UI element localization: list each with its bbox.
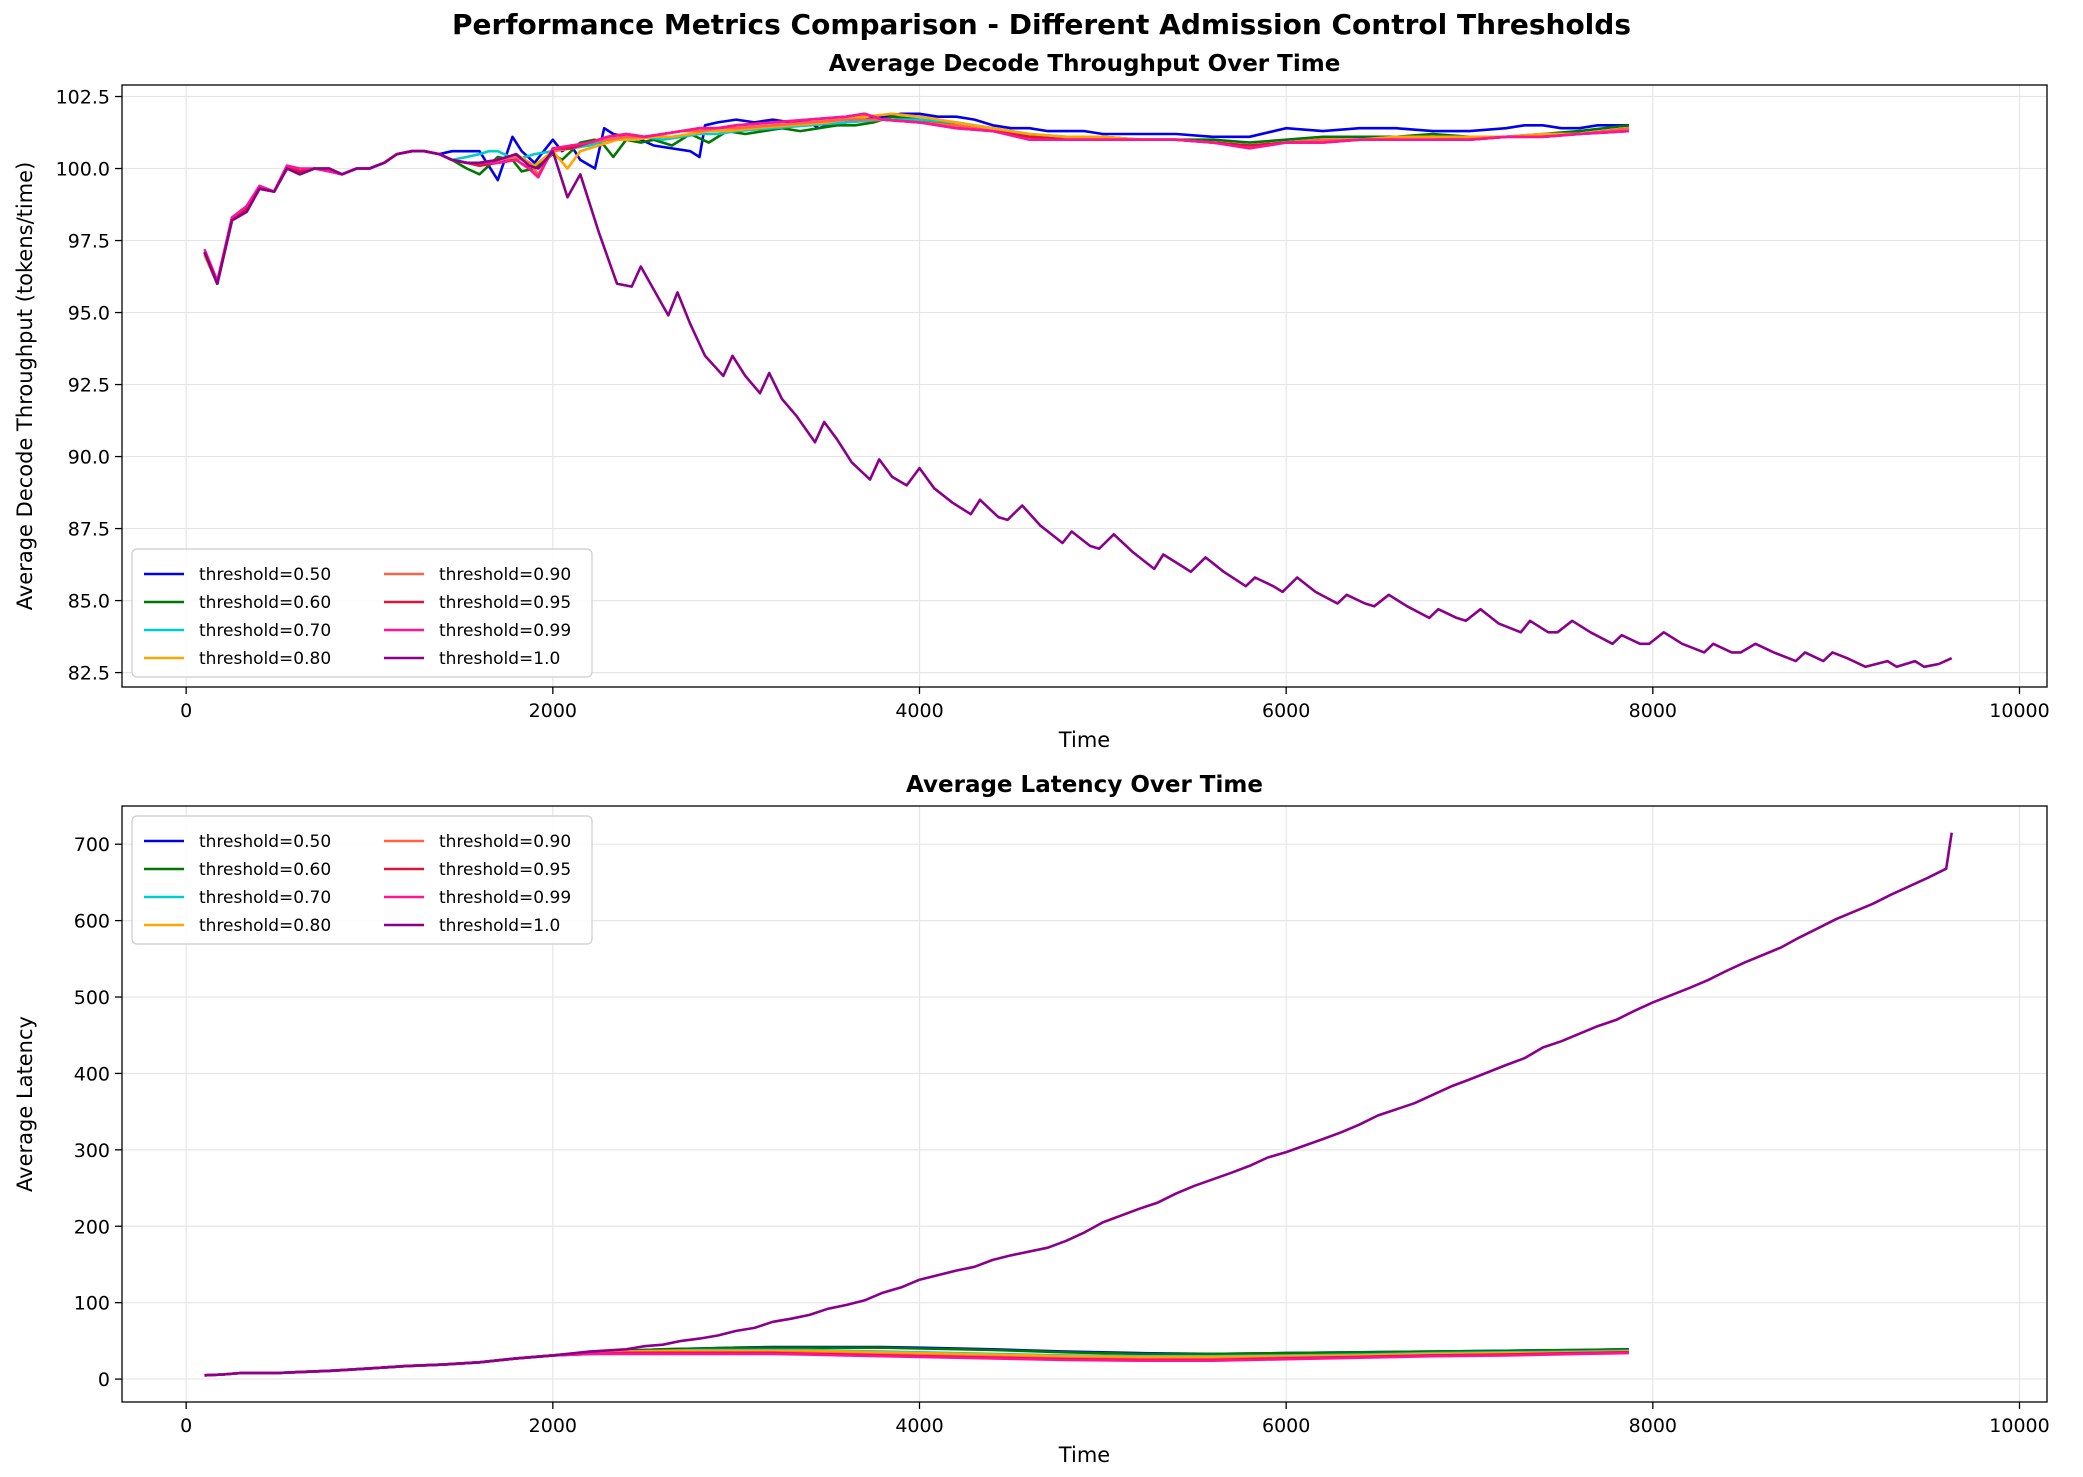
legend-entry: threshold=0.95 [439, 593, 571, 613]
series-line-threshold-1.0 [203, 149, 1953, 669]
series-line-threshold-1.0 [204, 832, 1953, 1377]
x-tick-label: 0 [180, 700, 192, 722]
legend-entry: threshold=0.90 [439, 565, 571, 585]
x-tick-label: 2000 [529, 1415, 577, 1437]
legend: threshold=0.50 threshold=0.60 threshold=0.… [131, 548, 593, 678]
legend-entry: threshold=0.60 [199, 593, 331, 613]
series-lines [204, 832, 1953, 1377]
subplot-title: Average Latency Over Time [906, 772, 1263, 798]
x-tick-label: 8000 [1629, 1415, 1677, 1437]
legend-entry: threshold=0.60 [199, 860, 331, 880]
legend-entry: threshold=0.90 [439, 832, 571, 852]
x-tick-label: 8000 [1629, 700, 1677, 722]
y-tick-label: 102.5 [56, 87, 110, 109]
x-tick-label: 2000 [529, 700, 577, 722]
x-axis-label: Time [1058, 728, 1110, 752]
x-tick-label: 4000 [895, 1415, 943, 1437]
x-tick-label: 6000 [1262, 700, 1310, 722]
x-tick-label: 0 [180, 1415, 192, 1437]
figure-title: Performance Metrics Comparison - Differe… [452, 8, 1631, 41]
y-tick-label: 92.5 [68, 375, 110, 397]
y-tick-label: 95.0 [68, 303, 110, 325]
y-axis-label: Average Latency [13, 1016, 37, 1192]
x-tick-label: 10000 [1989, 1415, 2049, 1437]
subplot-2: 0 2000 4000 6000 8000 10000 0 100 200 300 400 500 60… [13, 772, 2050, 1467]
subplot-title: Average Decode Throughput Over Time [829, 51, 1341, 77]
y-tick-label: 82.5 [68, 663, 110, 685]
axes-frame [121, 84, 2048, 688]
y-axis-label: Average Decode Throughput (tokens/time) [13, 162, 37, 611]
y-tick-label: 97.5 [68, 231, 110, 253]
subplot-1: 0 2000 4000 6000 8000 10000 82.5 85.0 87.5 90.0 92… [13, 51, 2050, 752]
legend-entry: threshold=0.80 [199, 649, 331, 669]
legend-box [131, 548, 593, 678]
legend-entry: threshold=1.0 [439, 649, 560, 669]
legend-box [131, 815, 593, 945]
y-tick-label: 100 [74, 1293, 110, 1315]
legend-entry: threshold=0.80 [199, 916, 331, 936]
x-tick-label: 6000 [1262, 1415, 1310, 1437]
y-tick-label: 300 [74, 1140, 110, 1162]
y-tick-label: 100.0 [56, 159, 110, 181]
y-tick-label: 85.0 [68, 591, 110, 613]
y-tick-label: 90.0 [68, 447, 110, 469]
y-tick-label: 500 [74, 987, 110, 1009]
x-axis-label: Time [1058, 1443, 1110, 1467]
y-tick-label: 400 [74, 1063, 110, 1085]
legend-entry: threshold=0.50 [199, 832, 331, 852]
y-tick-label: 600 [74, 911, 110, 933]
legend-entry: threshold=0.50 [199, 565, 331, 585]
y-tick-label: 0 [98, 1369, 110, 1391]
legend-entry: threshold=0.70 [199, 621, 331, 641]
series-lines [203, 112, 1953, 669]
x-tick-label: 4000 [895, 700, 943, 722]
legend-entry: threshold=1.0 [439, 916, 560, 936]
legend-entry: threshold=0.95 [439, 860, 571, 880]
legend-entry: threshold=0.99 [439, 621, 571, 641]
y-tick-label: 87.5 [68, 519, 110, 541]
legend: threshold=0.50 threshold=0.60 threshold=0.… [131, 815, 593, 945]
y-tick-label: 700 [74, 834, 110, 856]
legend-entry: threshold=0.70 [199, 888, 331, 908]
x-tick-label: 10000 [1989, 700, 2049, 722]
axes-frame [121, 805, 2048, 1403]
legend-entry: threshold=0.99 [439, 888, 571, 908]
y-tick-label: 200 [74, 1216, 110, 1238]
